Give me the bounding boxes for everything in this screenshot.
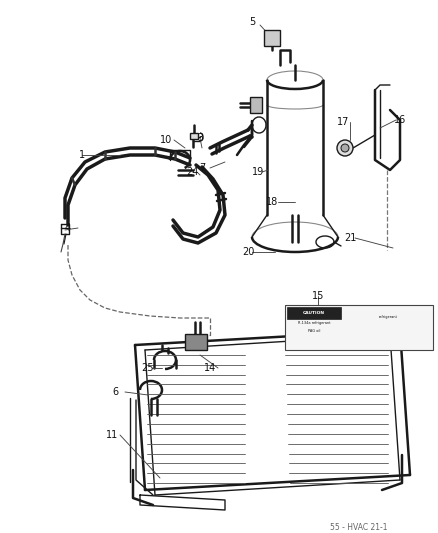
Text: 14: 14 [204, 363, 216, 373]
Text: 17: 17 [337, 117, 349, 127]
Text: CAUTION: CAUTION [303, 311, 325, 315]
Bar [185, 334, 207, 350]
Text: 4: 4 [65, 223, 71, 233]
Text: 3: 3 [197, 133, 203, 143]
Text: 24: 24 [186, 167, 198, 177]
Text: 21: 21 [344, 233, 356, 243]
Text: refrigerant: refrigerant [378, 315, 398, 319]
Text: 18: 18 [266, 197, 278, 207]
Text: 55 - HVAC 21-1: 55 - HVAC 21-1 [330, 523, 388, 532]
Text: 16: 16 [394, 115, 406, 125]
Text: PAG oil: PAG oil [308, 329, 320, 333]
Text: 1: 1 [79, 150, 85, 160]
Text: 11: 11 [106, 430, 118, 440]
Text: 25: 25 [142, 363, 154, 373]
Text: 15: 15 [312, 291, 324, 301]
Circle shape [337, 140, 353, 156]
Text: 7: 7 [199, 163, 205, 173]
Bar [264, 30, 280, 46]
Bar [250, 97, 262, 113]
Text: 19: 19 [252, 167, 264, 177]
Text: 10: 10 [160, 135, 172, 145]
Circle shape [341, 144, 349, 152]
Bar [285, 305, 433, 350]
Bar [190, 133, 198, 139]
Text: R-134a refrigerant: R-134a refrigerant [298, 321, 330, 325]
Text: 6: 6 [112, 387, 118, 397]
Text: 5: 5 [249, 17, 255, 27]
Text: 20: 20 [242, 247, 254, 257]
Bar [287, 307, 341, 319]
